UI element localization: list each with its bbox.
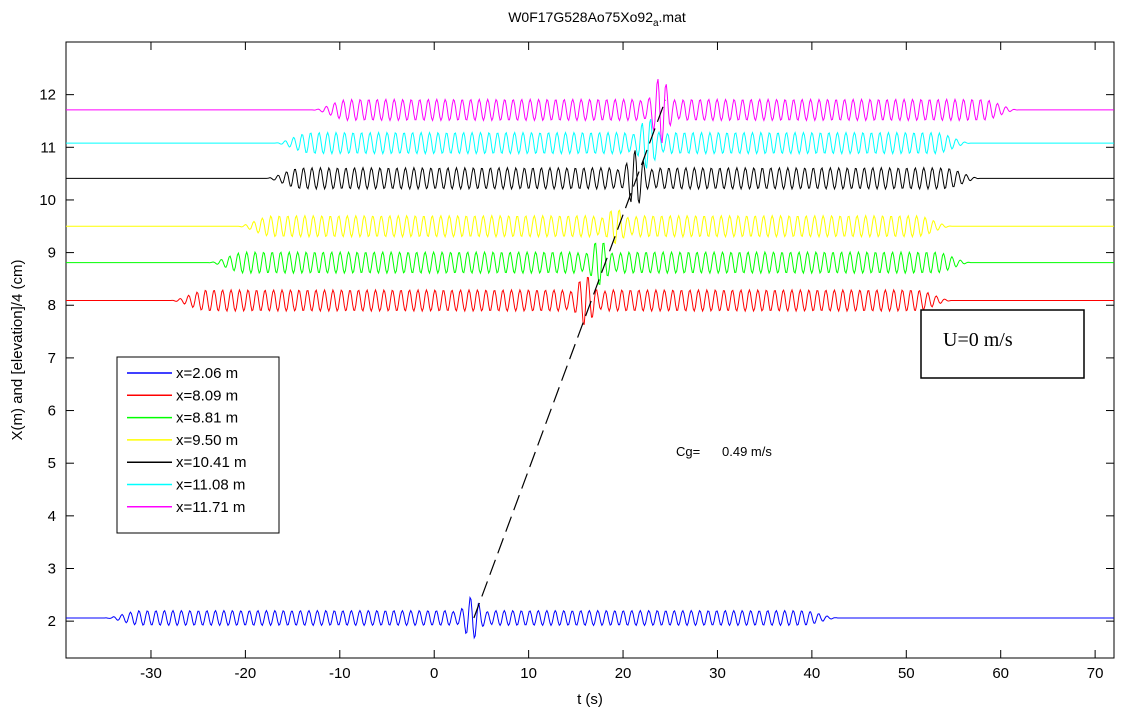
y-axis: 2 3 4 5 6 7 8 9 10 11 12 — [39, 87, 1114, 630]
legend-item: x=11.08 m — [127, 477, 245, 494]
series-layer — [66, 78, 1114, 640]
y-tick-label: 10 — [39, 192, 56, 209]
y-axis-label: X(m) and [elevation]/4 (cm) — [9, 260, 26, 441]
legend-item: x=11.71 m — [127, 499, 245, 516]
x-axis: -30 -20 -10 0 10 20 30 40 50 60 70 — [140, 42, 1103, 682]
legend: x=2.06 m x=8.09 m x=8.81 m x=9.50 m x=10.41 … — [116, 356, 280, 534]
series-line — [66, 118, 1114, 169]
u-box-text: U=0 m/s — [943, 329, 1013, 351]
y-tick-label: 3 — [48, 560, 56, 577]
x-axis-label: t (s) — [577, 691, 603, 708]
y-tick-label: 7 — [48, 350, 56, 367]
x-tick-label: 40 — [804, 665, 821, 682]
x-tick-label: -20 — [235, 665, 257, 682]
x-tick-label: 20 — [615, 665, 632, 682]
series-x-8.81-m — [66, 242, 1114, 286]
group-velocity-line — [473, 99, 667, 619]
cg-annotation: Cg= 0.49 m/s — [676, 444, 772, 459]
legend-label: x=8.81 m — [176, 410, 238, 427]
u-annotation-box: U=0 m/s — [920, 309, 1085, 379]
series-x-10.41-m — [66, 150, 1114, 204]
legend-item: x=8.81 m — [127, 410, 238, 427]
legend-item: x=9.50 m — [127, 432, 238, 449]
group-velocity-layer — [473, 99, 667, 619]
legend-label: x=9.50 m — [176, 432, 238, 449]
legend-item: x=8.09 m — [127, 387, 238, 404]
x-tick-label: 0 — [430, 665, 438, 682]
x-tick-label: 50 — [898, 665, 915, 682]
series-line — [66, 595, 1114, 640]
legend-frame — [116, 356, 280, 534]
y-tick-label: 12 — [39, 87, 56, 104]
x-tick-label: 70 — [1087, 665, 1104, 682]
x-tick-label: 30 — [709, 665, 726, 682]
y-tick-label: 6 — [48, 403, 56, 420]
series-line — [66, 150, 1114, 204]
cg-label: Cg= — [676, 444, 700, 459]
series-line — [66, 78, 1114, 143]
legend-item: x=10.41 m — [127, 454, 246, 471]
series-line — [66, 209, 1114, 245]
series-x-11.71-m — [66, 78, 1114, 143]
legend-label: x=8.09 m — [176, 387, 238, 404]
x-tick-label: 10 — [520, 665, 537, 682]
legend-label: x=2.06 m — [176, 365, 238, 382]
x-tick-label: -10 — [329, 665, 351, 682]
y-tick-label: 8 — [48, 297, 56, 314]
legend-label: x=11.08 m — [176, 477, 245, 494]
y-tick-label: 11 — [40, 139, 56, 156]
legend-label: x=10.41 m — [176, 454, 246, 471]
series-x-2.06-m — [66, 595, 1114, 640]
chart-title: W0F17G528Ao75Xo92a.mat — [508, 9, 686, 29]
y-tick-label: 2 — [48, 613, 56, 630]
legend-label: x=11.71 m — [176, 499, 245, 516]
series-line — [66, 276, 1114, 325]
x-tick-label: -30 — [140, 665, 162, 682]
legend-item: x=2.06 m — [127, 365, 238, 382]
series-x-8.09-m — [66, 276, 1114, 325]
x-tick-label: 60 — [992, 665, 1009, 682]
series-x-11.08-m — [66, 118, 1114, 169]
series-x-9.50-m — [66, 209, 1114, 245]
cg-value: 0.49 m/s — [722, 444, 772, 459]
y-tick-label: 9 — [48, 245, 56, 262]
y-tick-label: 4 — [48, 508, 56, 525]
series-line — [66, 242, 1114, 286]
y-tick-label: 5 — [48, 455, 56, 472]
u-box-frame — [920, 309, 1085, 379]
